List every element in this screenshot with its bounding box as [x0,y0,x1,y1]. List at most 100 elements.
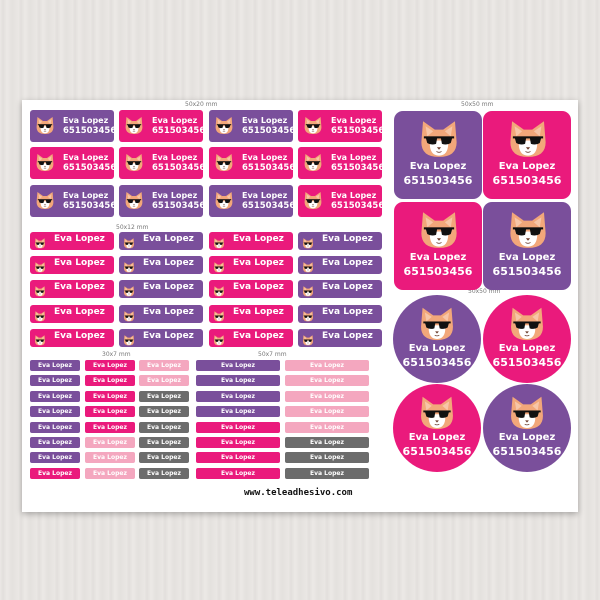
cat-sunglasses-icon [34,258,46,273]
label-30x7: Eva Lopez [85,467,135,479]
label-50x50-round: Eva Lopez 651503456 [483,295,571,383]
label-name: Eva Lopez [409,161,467,172]
label-phone: 651503456 [242,163,293,173]
label-name: Eva Lopez [322,331,373,341]
label-30x7: Eva Lopez [30,437,80,448]
label-50x7: Eva Lopez [285,406,369,418]
label-30x7: Eva Lopez [30,390,80,402]
label-30x7: Eva Lopez [30,360,80,371]
label-50x12: Eva Lopez [30,232,114,250]
cat-sunglasses-icon [418,304,456,342]
label-30x7: Eva Lopez [139,437,189,448]
label-50x7: Eva Lopez [285,421,369,433]
cat-sunglasses-icon [213,331,225,346]
label-50x12: Eva Lopez [298,305,382,323]
label-name: Eva Lopez [152,191,198,200]
label-phone: 651503456 [63,163,114,173]
label-name: Eva Lopez [143,331,194,341]
size-label-50x12: 50x12 mm [116,224,149,231]
cat-sunglasses-icon [124,190,144,210]
cat-sunglasses-icon [123,234,135,249]
cat-sunglasses-icon [418,393,456,431]
label-phone: 651503456 [63,126,114,136]
cat-sunglasses-icon [213,258,225,273]
cat-sunglasses-icon [123,307,135,322]
cat-sunglasses-icon [303,152,323,172]
label-name: Eva Lopez [143,307,194,317]
label-50x12: Eva Lopez [298,280,382,298]
label-50x7: Eva Lopez [285,375,369,387]
label-50x50-round: Eva Lopez 651503456 [483,384,571,472]
label-50x12: Eva Lopez [119,232,203,250]
label-50x12: Eva Lopez [209,280,293,298]
label-50x12: Eva Lopez [30,305,114,323]
label-50x7: Eva Lopez [196,452,280,464]
cat-sunglasses-icon [34,282,46,297]
label-30x7: Eva Lopez [85,421,135,433]
label-name: Eva Lopez [143,282,194,292]
label-50x50-square: Eva Lopez 651503456 [394,111,482,199]
cat-sunglasses-icon [508,304,546,342]
label-50x50-square: Eva Lopez 651503456 [483,202,571,290]
label-50x50-round: Eva Lopez 651503456 [393,295,481,383]
label-name: Eva Lopez [54,234,105,244]
label-name: Eva Lopez [331,116,377,125]
label-30x7: Eva Lopez [30,452,80,464]
label-name: Eva Lopez [63,153,109,162]
label-50x7: Eva Lopez [285,467,369,479]
label-phone: 651503456 [492,445,562,458]
label-30x7: Eva Lopez [139,406,189,418]
cat-sunglasses-icon [124,115,144,135]
label-30x7: Eva Lopez [30,421,80,433]
label-name: Eva Lopez [143,234,194,244]
label-50x20: Eva Lopez 651503456 [209,110,293,142]
label-name: Eva Lopez [322,282,373,292]
label-name: Eva Lopez [408,343,466,354]
label-50x12: Eva Lopez [119,280,203,298]
label-name: Eva Lopez [498,432,556,443]
cat-sunglasses-icon [213,234,225,249]
label-phone: 651503456 [403,174,473,187]
label-50x12: Eva Lopez [119,329,203,347]
label-name: Eva Lopez [233,331,284,341]
cat-sunglasses-icon [418,117,460,159]
cat-sunglasses-icon [35,152,55,172]
label-50x12: Eva Lopez [209,232,293,250]
label-name: Eva Lopez [498,343,556,354]
label-30x7: Eva Lopez [139,360,189,371]
label-30x7: Eva Lopez [30,406,80,418]
label-phone: 651503456 [242,201,293,211]
label-30x7: Eva Lopez [30,375,80,387]
label-name: Eva Lopez [242,191,288,200]
label-50x12: Eva Lopez [30,280,114,298]
label-50x7: Eva Lopez [285,437,369,448]
label-30x7: Eva Lopez [85,406,135,418]
label-name: Eva Lopez [63,116,109,125]
cat-sunglasses-icon [302,331,314,346]
label-50x7: Eva Lopez [285,452,369,464]
cat-sunglasses-icon [124,152,144,172]
label-30x7: Eva Lopez [139,421,189,433]
label-50x20: Eva Lopez 651503456 [209,147,293,179]
cat-sunglasses-icon [34,234,46,249]
label-50x7: Eva Lopez [196,375,280,387]
website-url: www.teleadhesivo.com [244,488,353,498]
label-name: Eva Lopez [409,252,467,263]
label-50x12: Eva Lopez [119,256,203,274]
label-name: Eva Lopez [322,258,373,268]
size-label-50x20: 50x20 mm [185,101,218,108]
label-30x7: Eva Lopez [85,452,135,464]
label-30x7: Eva Lopez [85,360,135,371]
label-name: Eva Lopez [242,116,288,125]
label-name: Eva Lopez [242,153,288,162]
label-50x20: Eva Lopez 651503456 [119,110,203,142]
label-50x7: Eva Lopez [285,360,369,371]
sticker-sheet: 50x20 mm 50x50 mm 50x12 mm 50x50 mm 30x7… [22,100,578,512]
label-30x7: Eva Lopez [85,390,135,402]
label-50x12: Eva Lopez [298,256,382,274]
label-50x50-square: Eva Lopez 651503456 [483,111,571,199]
label-30x7: Eva Lopez [139,452,189,464]
label-phone: 651503456 [331,126,382,136]
cat-sunglasses-icon [34,307,46,322]
label-50x7: Eva Lopez [196,437,280,448]
